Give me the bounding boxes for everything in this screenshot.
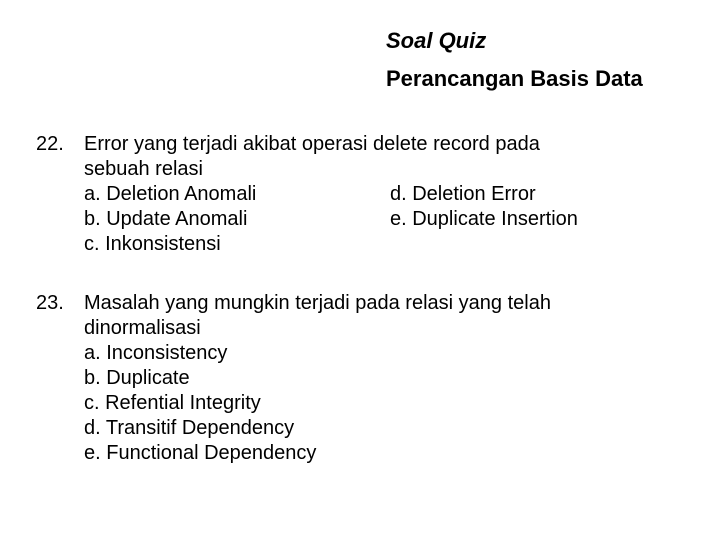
question-text-line: Masalah yang mungkin terjadi pada relasi… <box>84 291 696 316</box>
page-title: Soal Quiz <box>386 28 696 54</box>
page-header: Soal Quiz Perancangan Basis Data <box>386 28 696 92</box>
option-item: e. Duplicate Insertion <box>390 207 696 232</box>
question-row: 23. Masalah yang mungkin terjadi pada re… <box>24 291 696 466</box>
question-body: Error yang terjadi akibat operasi delete… <box>84 132 696 257</box>
page-subtitle: Perancangan Basis Data <box>386 66 696 92</box>
option-item: c. Inkonsistensi <box>84 232 390 257</box>
option-item: e. Functional Dependency <box>84 441 696 466</box>
option-item: b. Duplicate <box>84 366 696 391</box>
question-block: 23. Masalah yang mungkin terjadi pada re… <box>24 291 696 466</box>
question-block: 22. Error yang terjadi akibat operasi de… <box>24 132 696 257</box>
question-number: 22. <box>24 132 84 157</box>
options-left-column: a. Deletion Anomali b. Update Anomali c.… <box>84 182 390 257</box>
option-item: c. Refential Integrity <box>84 391 696 416</box>
question-number: 23. <box>24 291 84 316</box>
question-row: 22. Error yang terjadi akibat operasi de… <box>24 132 696 257</box>
question-text-line: Error yang terjadi akibat operasi delete… <box>84 132 696 157</box>
options-right-column: d. Deletion Error e. Duplicate Insertion <box>390 182 696 257</box>
question-text-line: sebuah relasi <box>84 157 696 182</box>
question-body: Masalah yang mungkin terjadi pada relasi… <box>84 291 696 466</box>
question-text-line: dinormalisasi <box>84 316 696 341</box>
option-item: a. Inconsistency <box>84 341 696 366</box>
option-item: d. Deletion Error <box>390 182 696 207</box>
option-item: b. Update Anomali <box>84 207 390 232</box>
quiz-page: Soal Quiz Perancangan Basis Data 22. Err… <box>0 0 720 540</box>
options-one-column: a. Inconsistency b. Duplicate c. Refenti… <box>84 341 696 466</box>
option-item: a. Deletion Anomali <box>84 182 390 207</box>
options-two-column: a. Deletion Anomali b. Update Anomali c.… <box>84 182 696 257</box>
option-item: d. Transitif Dependency <box>84 416 696 441</box>
